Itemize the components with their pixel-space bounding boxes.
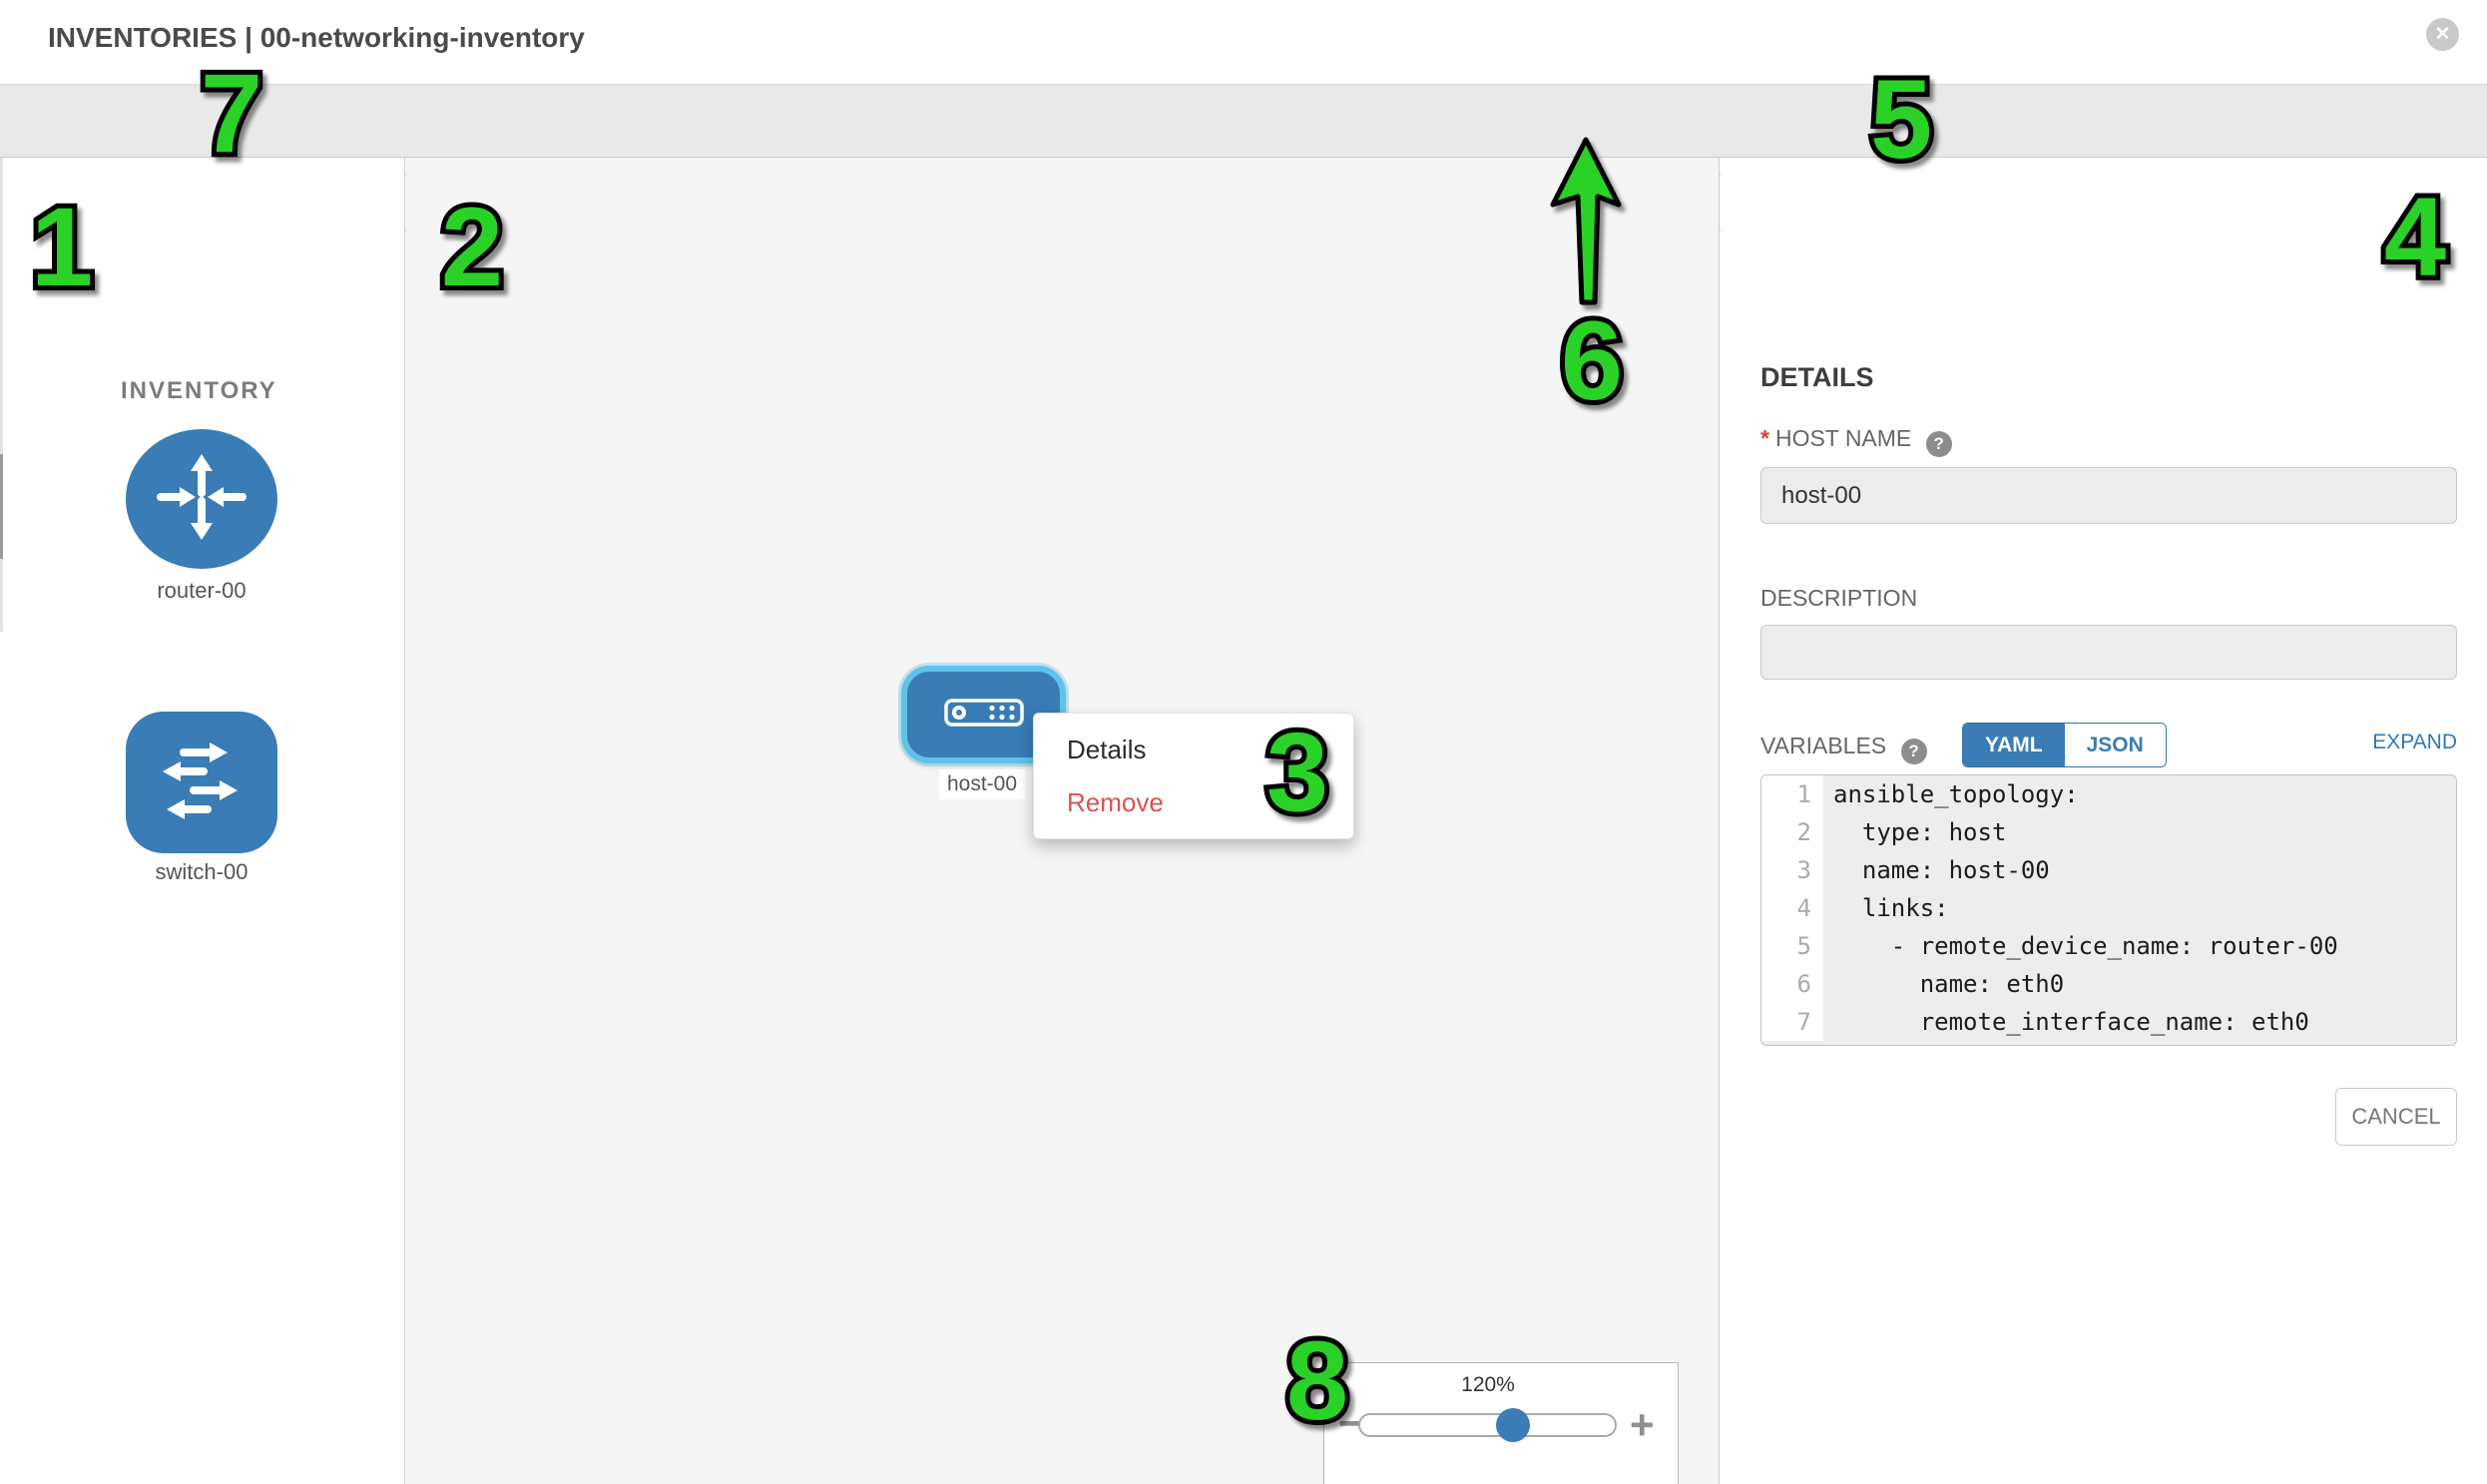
router-icon bbox=[154, 449, 249, 550]
line-number: 7 bbox=[1761, 1003, 1823, 1041]
page-title: INVENTORIES | 00-networking-inventory bbox=[48, 22, 585, 53]
context-menu-item-details[interactable]: Details bbox=[1067, 735, 1147, 764]
line-text: remote_interface_name: eth0 bbox=[1833, 1008, 2309, 1036]
sidebar-item-router[interactable] bbox=[126, 429, 277, 569]
format-tab-yaml[interactable]: YAML bbox=[1963, 724, 2065, 766]
zoom-control: 120% − + bbox=[1323, 1362, 1679, 1484]
description-label-row: DESCRIPTION bbox=[1760, 585, 1917, 612]
inventory-sidebar-title: INVENTORY bbox=[121, 377, 277, 404]
line-text: type: host bbox=[1833, 818, 2007, 846]
node-context-menu: Details Remove bbox=[1033, 713, 1354, 839]
host-name-label: HOST NAME bbox=[1774, 425, 1912, 451]
code-line: 1 ansible_topology: bbox=[1761, 775, 2456, 813]
sidebar-item-router-label: router-00 bbox=[157, 578, 247, 603]
description-label: DESCRIPTION bbox=[1760, 585, 1918, 611]
variables-label: VARIABLES bbox=[1760, 733, 1887, 758]
help-icon[interactable]: ? bbox=[1900, 739, 1927, 764]
line-number: 4 bbox=[1761, 889, 1823, 927]
line-number: 6 bbox=[1761, 965, 1823, 1003]
zoom-in-button[interactable]: + bbox=[1630, 1401, 1655, 1448]
line-text: links: bbox=[1833, 894, 1949, 922]
toolbar: ACTIONS SEARCH bbox=[0, 84, 2487, 231]
sidebar-scrollbar-thumb[interactable] bbox=[0, 454, 3, 559]
variables-editor[interactable]: 1 ansible_topology: 2 type: host 3 name:… bbox=[1760, 774, 2457, 1046]
zoom-level-value: 120% bbox=[1461, 1373, 1515, 1396]
host-node-label: host-00 bbox=[939, 769, 1025, 799]
close-icon[interactable]: ✕ bbox=[2426, 18, 2459, 51]
help-icon[interactable]: ? bbox=[1925, 431, 1952, 457]
line-number: 1 bbox=[1761, 775, 1823, 813]
host-name-input[interactable] bbox=[1760, 467, 2457, 524]
code-line: 3 name: host-00 bbox=[1761, 851, 2456, 889]
line-number: 5 bbox=[1761, 927, 1823, 965]
variables-label-row: VARIABLES ? bbox=[1760, 733, 1927, 764]
line-text: - remote_device_name: router-00 bbox=[1833, 932, 2338, 960]
host-icon bbox=[943, 698, 1024, 732]
line-text: ansible_topology: bbox=[1833, 780, 2079, 808]
host-name-label-row: * HOST NAME ? bbox=[1760, 425, 1952, 457]
sidebar-scrollbar-track[interactable] bbox=[0, 158, 3, 632]
cancel-button[interactable]: CANCEL bbox=[2335, 1088, 2457, 1146]
code-line: 2 type: host bbox=[1761, 813, 2456, 851]
inventory-sidebar: INVENTORY router-00 bbox=[0, 158, 405, 1484]
variables-format-toggle: YAML JSON bbox=[1962, 723, 2167, 767]
switch-icon bbox=[152, 731, 251, 835]
code-line: 6 name: eth0 bbox=[1761, 965, 2456, 1003]
zoom-slider-thumb[interactable] bbox=[1496, 1408, 1530, 1442]
code-line: 7 remote_interface_name: eth0 bbox=[1761, 1003, 2456, 1041]
sidebar-item-switch[interactable] bbox=[126, 712, 277, 853]
description-input[interactable] bbox=[1760, 625, 2457, 680]
details-panel: DETAILS *HOST NAME ? DESCRIPTION VARIABL… bbox=[1721, 158, 2487, 1484]
line-text: name: eth0 bbox=[1833, 970, 2065, 998]
expand-link[interactable]: EXPAND bbox=[2372, 731, 2457, 753]
context-menu-item-remove[interactable]: Remove bbox=[1067, 787, 1164, 817]
code-line: 4 links: bbox=[1761, 889, 2456, 927]
page-header: INVENTORIES | 00-networking-inventory ✕ bbox=[0, 0, 2487, 84]
details-panel-title: DETAILS bbox=[1760, 362, 1874, 392]
code-line: 5 - remote_device_name: router-00 bbox=[1761, 927, 2456, 965]
sidebar-item-switch-label: switch-00 bbox=[155, 859, 249, 884]
format-tab-json[interactable]: JSON bbox=[2064, 724, 2166, 766]
line-number: 3 bbox=[1761, 851, 1823, 889]
line-number: 2 bbox=[1761, 813, 1823, 851]
line-text: name: host-00 bbox=[1833, 856, 2050, 884]
zoom-slider[interactable] bbox=[1358, 1408, 1617, 1442]
required-asterisk: * bbox=[1760, 425, 1769, 451]
